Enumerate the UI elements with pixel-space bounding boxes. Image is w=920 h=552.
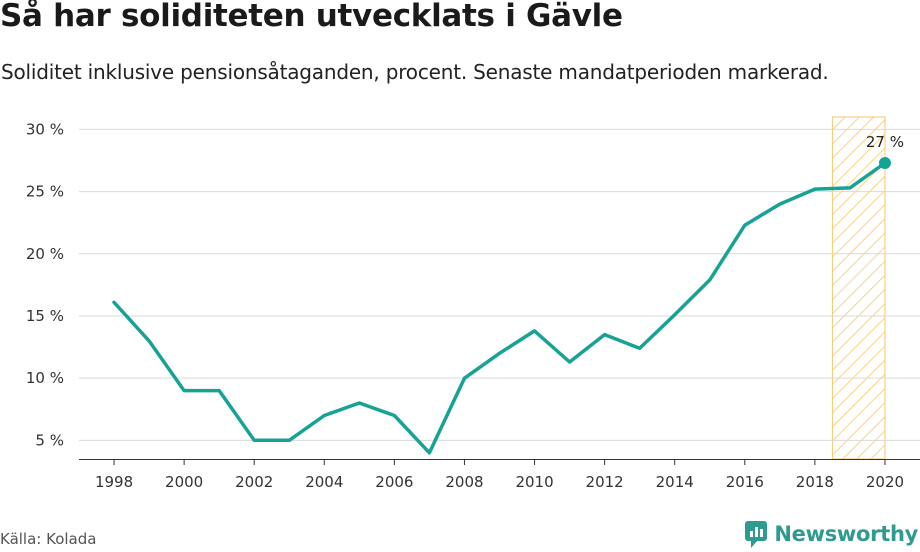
- end-point-marker: [878, 157, 891, 170]
- x-tick-label: 1998: [95, 473, 133, 491]
- y-tick-label: 15 %: [26, 307, 64, 325]
- x-tick-label: 2010: [515, 473, 553, 491]
- y-tick-label: 5 %: [35, 431, 64, 449]
- x-tick-label: 2014: [656, 473, 694, 491]
- chart-title: Så har soliditeten utvecklats i Gävle: [0, 0, 623, 34]
- y-tick-label: 20 %: [26, 245, 64, 263]
- end-value-label: 27 %: [866, 133, 904, 151]
- x-tick-label: 2012: [586, 473, 624, 491]
- x-tick-label: 2002: [235, 473, 273, 491]
- y-tick-label: 25 %: [26, 183, 64, 201]
- x-tick-label: 2018: [796, 473, 834, 491]
- source-note: Källa: Kolada: [0, 530, 97, 548]
- brand-name: Newsworthy: [774, 522, 918, 546]
- series-line: [112, 161, 887, 455]
- x-tick-label: 2004: [305, 473, 343, 491]
- x-tick-label: 2016: [726, 473, 764, 491]
- chart-subtitle: Soliditet inklusive pensionsåtaganden, p…: [1, 60, 829, 84]
- newsworthy-icon: [745, 521, 768, 548]
- x-tick-label: 2000: [165, 473, 203, 491]
- y-tick-label: 10 %: [26, 369, 64, 387]
- x-tick-label: 2020: [866, 473, 904, 491]
- y-tick-label: 30 %: [26, 120, 64, 138]
- x-tick-label: 2008: [445, 473, 483, 491]
- brand-logo: Newsworthy: [744, 519, 918, 549]
- x-tick-label: 2006: [375, 473, 413, 491]
